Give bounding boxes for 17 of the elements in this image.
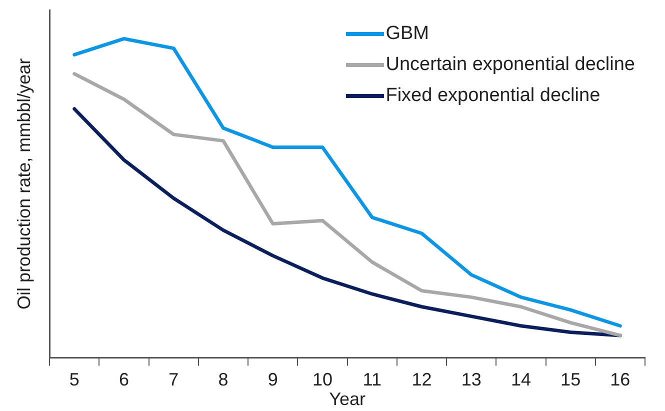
- x-tick-label: 5: [69, 370, 80, 390]
- legend-label: GBM: [386, 22, 429, 44]
- x-tick-label: 14: [510, 370, 531, 390]
- x-tick-label: 10: [312, 370, 333, 390]
- x-tick-label: 16: [610, 370, 630, 390]
- x-tick-label: 12: [412, 370, 432, 390]
- x-tick-label: 8: [218, 370, 228, 390]
- x-tick-label: 7: [168, 370, 179, 390]
- x-tick-label: 9: [268, 370, 278, 390]
- legend-label: Fixed exponential decline: [386, 84, 600, 106]
- legend-label: Uncertain exponential decline: [386, 54, 635, 76]
- x-axis-title: Year: [329, 389, 366, 410]
- x-tick-label: 6: [119, 370, 130, 390]
- x-tick-label: 13: [461, 370, 482, 390]
- y-axis-title: Oil production rate, mmbbl/year: [14, 58, 34, 310]
- x-tick-label: 11: [362, 370, 382, 390]
- x-tick-label: 15: [560, 370, 581, 390]
